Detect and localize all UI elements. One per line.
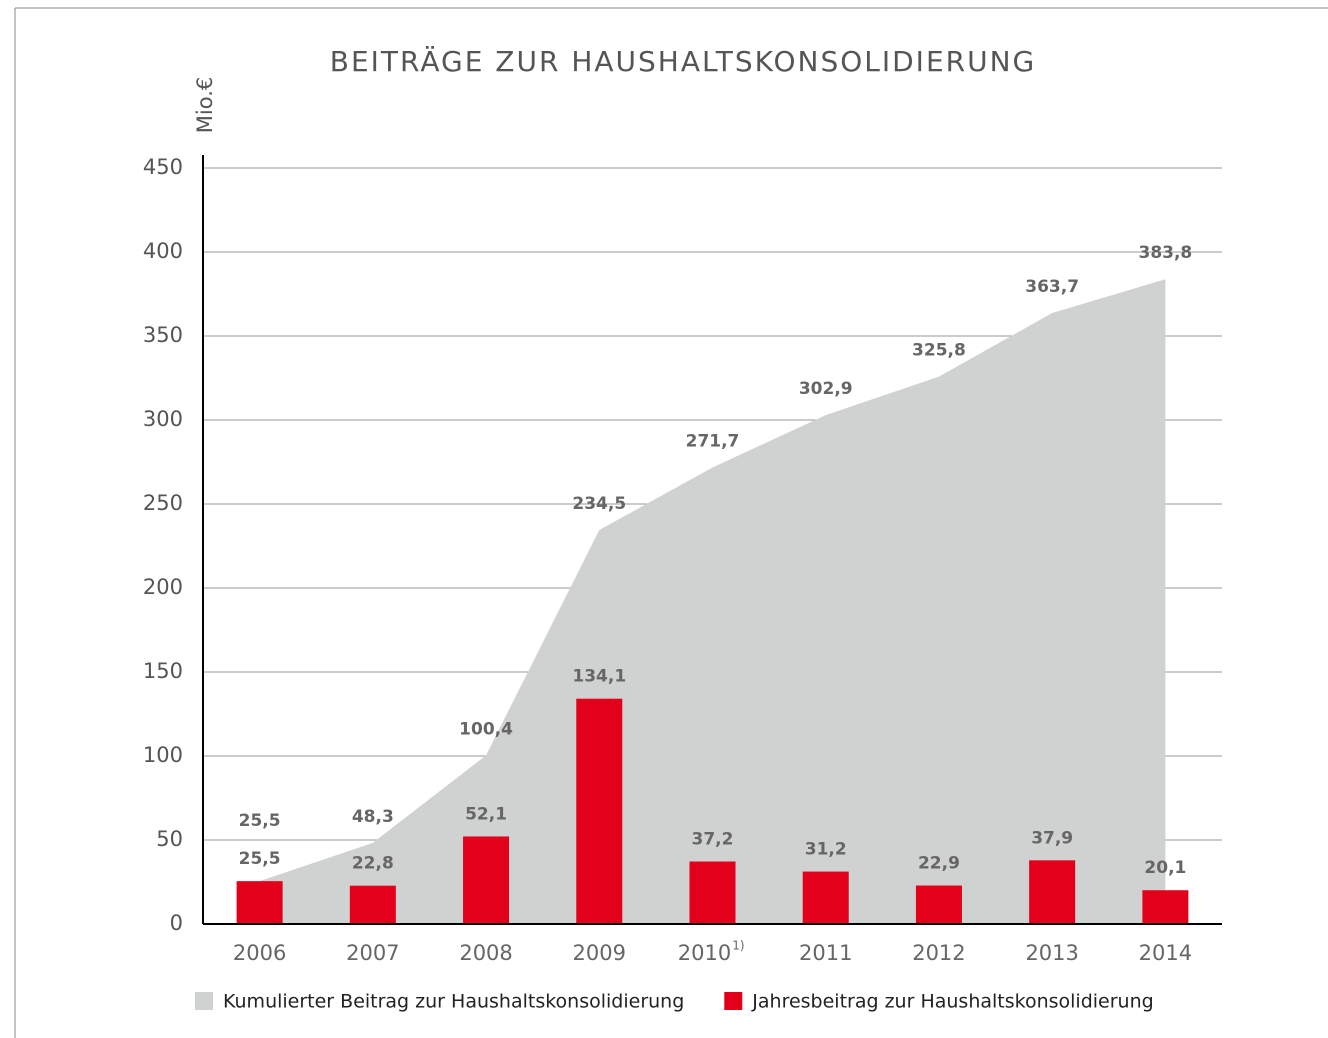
- y-tick-label: 150: [143, 659, 183, 683]
- value-label: 302,9: [799, 379, 853, 399]
- value-label: 22,8: [352, 854, 394, 874]
- value-label: 134,1: [572, 667, 626, 687]
- x-tick-label: 2008: [459, 941, 512, 965]
- chart-title: BEITRÄGE ZUR HAUSHALTSKONSOLIDIERUNG: [330, 45, 1036, 78]
- value-label: 325,8: [912, 341, 966, 361]
- x-tick-label: 2010: [678, 941, 731, 965]
- y-tick-label: 250: [143, 491, 183, 515]
- y-axis-label: Mio.€: [193, 77, 217, 133]
- value-label: 37,9: [1031, 828, 1073, 848]
- x-tick-label: 2012: [912, 941, 965, 965]
- legend-label: Kumulierter Beitrag zur Haushaltskonsoli…: [223, 991, 684, 1013]
- bar: [1142, 890, 1189, 924]
- y-tick-label: 0: [170, 911, 183, 935]
- y-tick-label: 450: [143, 155, 183, 179]
- x-tick-label: 2007: [346, 941, 399, 965]
- y-tick-label: 300: [143, 407, 183, 431]
- bar: [802, 871, 849, 924]
- y-tick-label: 50: [156, 827, 183, 851]
- value-label: 271,7: [686, 432, 740, 452]
- y-tick-label: 350: [143, 323, 183, 347]
- x-tick-label: 2011: [799, 941, 852, 965]
- legend-swatch: [724, 992, 743, 1010]
- value-label: 22,9: [918, 854, 960, 874]
- value-label: 31,2: [805, 840, 847, 860]
- bar: [349, 885, 396, 924]
- value-label: 383,8: [1138, 243, 1192, 263]
- x-tick-label: 2009: [573, 941, 626, 965]
- bar: [1029, 860, 1076, 924]
- y-tick-label: 100: [143, 743, 183, 767]
- value-label: 48,3: [352, 807, 394, 827]
- y-tick-label: 200: [143, 575, 183, 599]
- value-label: 20,1: [1144, 858, 1186, 878]
- value-label: 234,5: [572, 494, 626, 514]
- bar: [915, 885, 962, 924]
- value-label: 25,5: [239, 811, 281, 831]
- x-tick-superscript: 1): [732, 939, 744, 953]
- value-label: 25,5: [239, 849, 281, 869]
- x-tick-label: 2013: [1025, 941, 1078, 965]
- y-tick-label: 400: [143, 239, 183, 263]
- legend-swatch: [195, 992, 213, 1010]
- area: [259, 279, 1166, 924]
- x-tick-label: 2006: [233, 941, 286, 965]
- x-tick-label: 2014: [1139, 941, 1192, 965]
- value-label: 363,7: [1025, 277, 1079, 297]
- bar: [689, 861, 736, 924]
- legend-label: Jahresbeitrag zur Haushaltskonsolidierun…: [751, 991, 1153, 1013]
- value-label: 100,4: [459, 719, 513, 739]
- value-label: 37,2: [692, 830, 734, 850]
- bar: [463, 836, 510, 924]
- bar: [576, 698, 623, 924]
- bar: [236, 881, 283, 924]
- value-label: 52,1: [465, 804, 507, 824]
